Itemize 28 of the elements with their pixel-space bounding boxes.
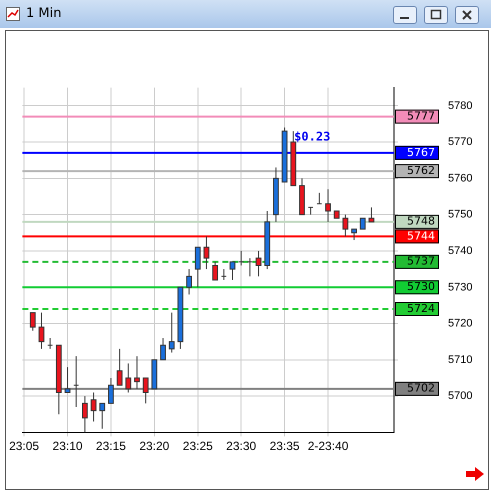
y-tick-label: 5710: [448, 354, 472, 366]
ref-line-label: 5702: [407, 382, 435, 395]
y-tick-label: 5720: [448, 318, 472, 330]
x-tick-label: 23:20: [139, 438, 170, 453]
y-tick-label: 5760: [448, 172, 472, 184]
x-tick-label: 23:05: [9, 438, 40, 453]
y-tick-label: 5700: [448, 390, 472, 402]
x-tick-label: 23:15: [96, 438, 126, 453]
y-tick-label: 5730: [448, 281, 472, 294]
ref-line-label: 5748: [407, 214, 435, 228]
ref-line-label: 5744: [407, 229, 435, 242]
ref-line-label: 5762: [407, 164, 435, 177]
x-tick-label: 23:10: [52, 438, 83, 453]
annotation: $0.23: [294, 130, 330, 144]
ref-line-label: 5730: [407, 280, 435, 294]
y-tick-label: 5770: [448, 136, 472, 148]
x-tick-label: 23:35: [270, 438, 300, 453]
x-tick-label: 23:25: [182, 438, 214, 453]
y-tick-label: 5780: [448, 100, 472, 112]
ref-line-label: 5737: [407, 254, 435, 268]
ref-line-label: 5724: [407, 302, 435, 315]
ref-line-label: 5777: [407, 109, 435, 122]
ref-line-label: 5767: [407, 146, 435, 159]
y-tick-label: 5750: [448, 208, 472, 221]
chart-title: 1 Min: [26, 6, 62, 21]
y-tick-label: 5740: [448, 244, 472, 257]
x-tick-label: 2-23:40: [308, 438, 349, 453]
x-tick-label: 23:30: [226, 438, 257, 453]
